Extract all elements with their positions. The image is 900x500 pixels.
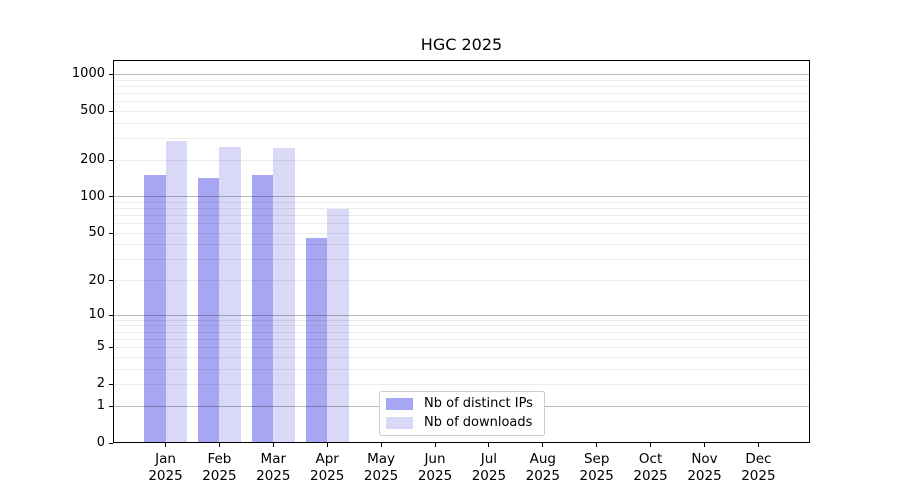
minor-gridline (113, 101, 810, 103)
bar-downloads-mar (273, 148, 295, 443)
minor-gridline (113, 346, 810, 348)
minor-gridline (113, 138, 810, 139)
x-tick-mark (380, 443, 382, 447)
x-tick-mark (704, 443, 705, 447)
minor-gridline (113, 92, 810, 94)
y-tick-mark (109, 383, 113, 385)
y-tick-label-1: 1 (96, 398, 105, 414)
minor-gridline (113, 122, 810, 124)
minor-gridline (113, 383, 810, 385)
minor-gridline (113, 319, 810, 321)
legend-swatch-distinct-ips (386, 397, 413, 410)
minor-gridline (113, 325, 810, 327)
y-tick-label-20: 20 (88, 272, 105, 288)
y-tick-mark (109, 232, 113, 234)
minor-gridline (113, 280, 810, 282)
x-tick-label-jun: Jun 2025 (417, 451, 453, 484)
legend-label-distinct-ips: Nb of distinct IPs (424, 395, 533, 411)
x-tick-mark (434, 443, 436, 447)
y-tick-mark (109, 346, 113, 348)
x-tick-label-aug: Aug 2025 (525, 451, 560, 484)
x-tick-mark (488, 443, 490, 447)
x-tick-mark (218, 443, 220, 447)
y-tick-mark (109, 280, 113, 282)
y-tick-mark (109, 314, 113, 316)
x-tick-label-may: May 2025 (363, 451, 399, 484)
major-gridline (113, 73, 810, 75)
legend-entry-downloads: Nb of downloads (386, 415, 544, 431)
y-tick-label-200: 200 (80, 152, 105, 168)
minor-gridline (113, 368, 810, 370)
y-tick-mark (109, 73, 113, 75)
bar-downloads-jan (165, 141, 187, 443)
y-tick-mark (109, 110, 113, 112)
bar-distinct_ips-mar (251, 174, 274, 443)
x-tick-label-jan: Jan 2025 (148, 451, 183, 484)
chart-title: HGC 2025 (420, 35, 503, 54)
y-tick-label-1000: 1000 (71, 66, 105, 82)
y-tick-label-100: 100 (80, 188, 105, 204)
legend-swatch-downloads (386, 417, 413, 430)
legend-entry-distinct-ips: Nb of distinct IPs (386, 396, 544, 412)
minor-gridline (113, 356, 810, 358)
x-tick-mark (272, 443, 274, 447)
minor-gridline (113, 223, 810, 225)
x-tick-label-mar: Mar 2025 (256, 451, 291, 484)
x-tick-mark (326, 443, 328, 447)
x-tick-label-dec: Dec 2025 (741, 451, 776, 484)
bar-downloads-apr (327, 209, 349, 443)
x-tick-label-nov: Nov 2025 (687, 451, 722, 484)
y-tick-mark (109, 159, 113, 161)
x-tick-mark (596, 443, 598, 447)
x-tick-label-jul: Jul 2025 (471, 451, 507, 484)
minor-gridline (113, 232, 810, 234)
minor-gridline (113, 331, 810, 333)
x-tick-mark (650, 443, 652, 447)
y-tick-label-0: 0 (96, 435, 105, 450)
bar-downloads-feb (219, 146, 241, 443)
x-tick-mark (542, 443, 544, 447)
major-gridline (113, 196, 810, 198)
y-tick-label-10: 10 (88, 307, 105, 323)
minor-gridline (113, 208, 810, 210)
minor-gridline (113, 110, 810, 112)
minor-gridline (113, 159, 810, 161)
minor-gridline (113, 85, 810, 87)
x-tick-mark (757, 443, 759, 447)
minor-gridline (113, 79, 810, 81)
minor-gridline (113, 215, 810, 217)
major-gridline (113, 314, 810, 316)
x-tick-label-oct: Oct 2025 (633, 451, 668, 484)
bar-distinct_ips-apr (305, 237, 328, 443)
minor-gridline (113, 244, 810, 246)
x-tick-label-feb: Feb 2025 (202, 451, 237, 484)
bar-distinct_ips-jan (144, 174, 166, 443)
y-tick-mark (109, 442, 113, 444)
minor-gridline (113, 201, 810, 203)
y-tick-label-5: 5 (96, 339, 105, 355)
y-tick-label-50: 50 (88, 225, 105, 241)
legend: Nb of distinct IPs Nb of downloads (379, 391, 545, 436)
y-tick-label-500: 500 (80, 103, 105, 119)
bar-distinct_ips-feb (197, 178, 220, 443)
legend-label-downloads: Nb of downloads (424, 415, 533, 431)
x-tick-label-apr: Apr 2025 (310, 451, 345, 484)
y-tick-mark (109, 196, 113, 198)
minor-gridline (113, 338, 810, 340)
minor-gridline (113, 259, 810, 261)
x-tick-label-sep: Sep 2025 (579, 451, 614, 484)
y-tick-label-2: 2 (96, 376, 105, 392)
x-tick-mark (165, 443, 166, 447)
y-tick-mark (109, 405, 113, 407)
